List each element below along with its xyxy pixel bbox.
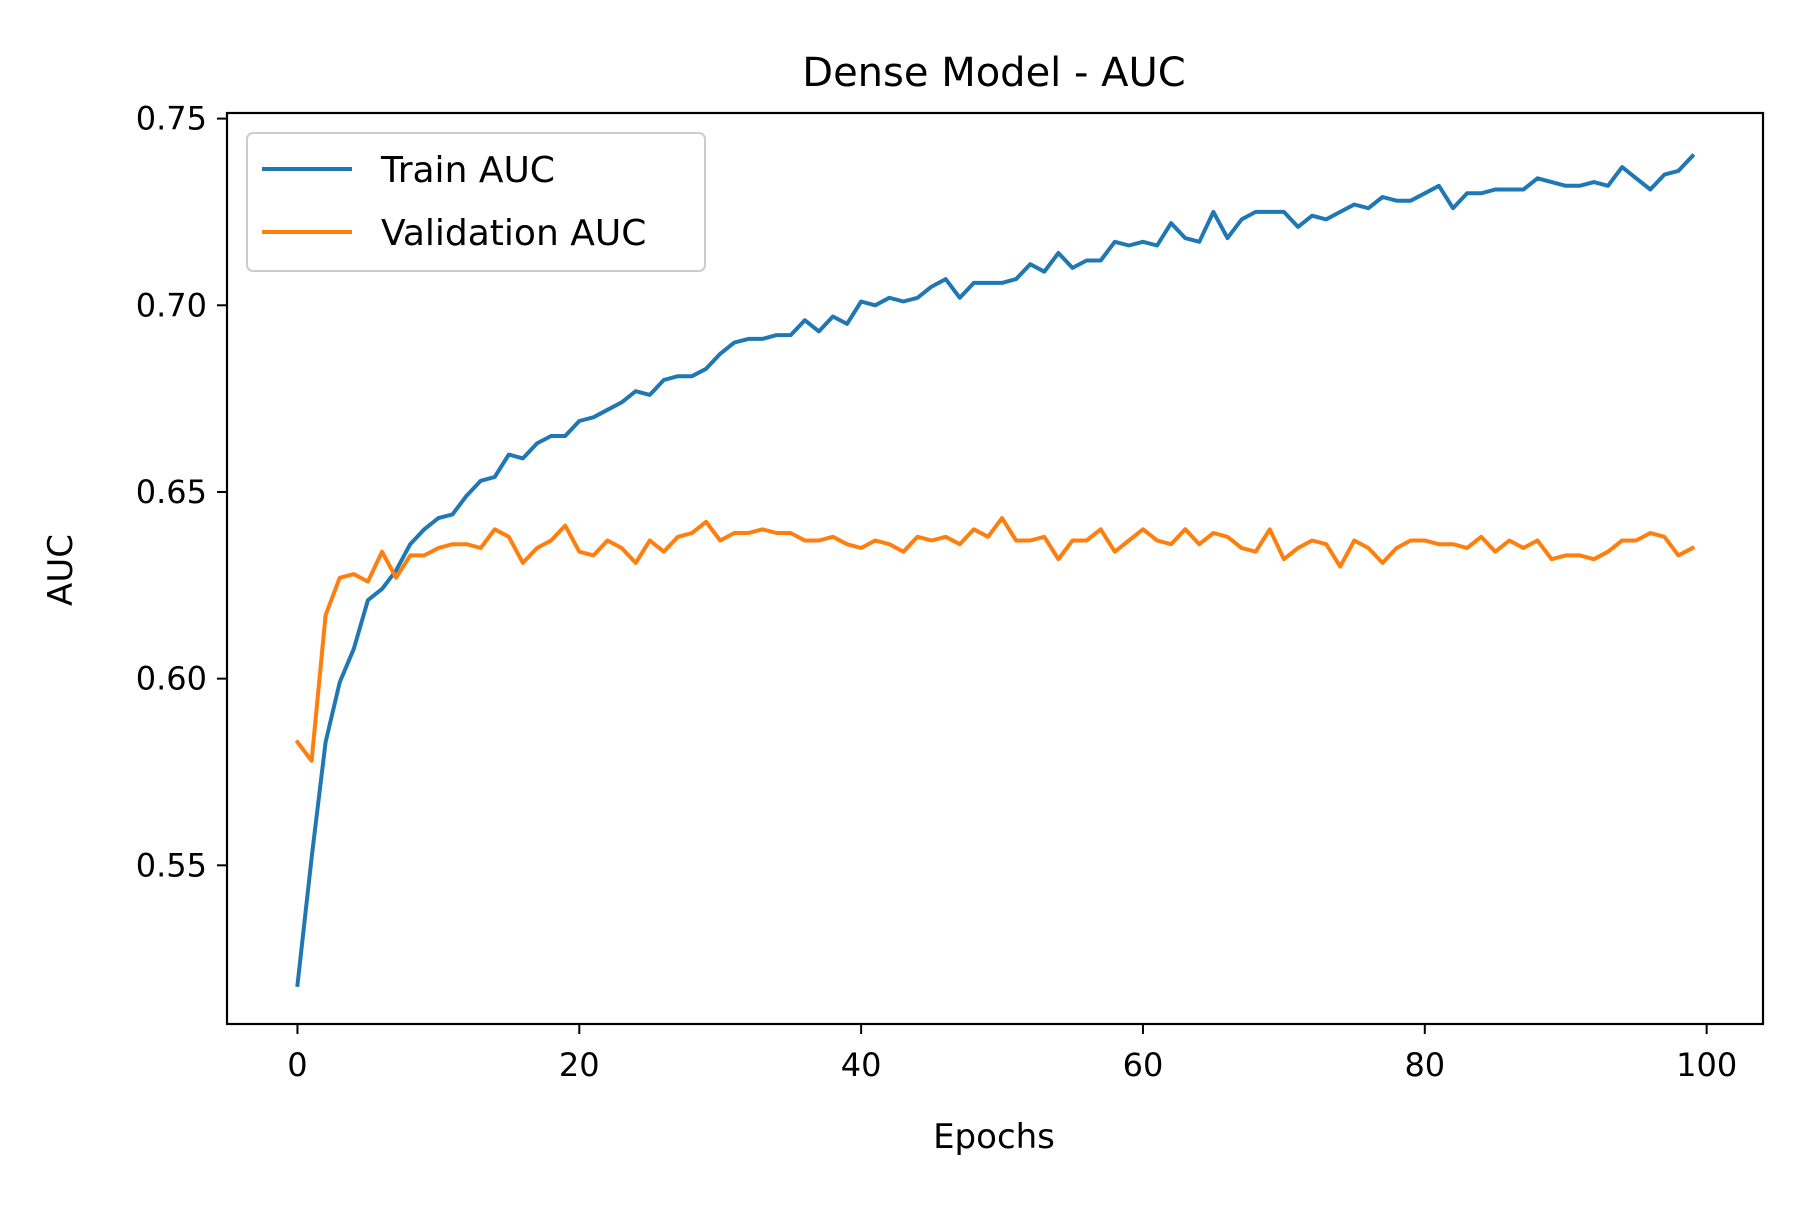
legend-box [246, 132, 706, 272]
series-line-train-auc [295, 153, 1696, 988]
y-tick-label: 0.60 [136, 660, 207, 698]
y-axis-label: AUC [41, 534, 81, 606]
legend: Train AUC Validation AUC [246, 132, 706, 272]
y-axis-ticks: 0.55 0.60 0.65 0.70 0.75 [136, 100, 227, 884]
y-tick-label: 0.55 [136, 846, 207, 884]
plot-area [294, 153, 1696, 988]
x-tick-label: 60 [1123, 1046, 1164, 1084]
y-tick-label: 0.70 [136, 286, 207, 324]
series-line-validation-auc [294, 516, 1696, 763]
x-tick-label: 40 [841, 1046, 882, 1084]
chart-title: Dense Model - AUC [802, 50, 1185, 96]
x-tick-label: 80 [1404, 1046, 1445, 1084]
y-tick-label: 0.65 [136, 473, 207, 511]
y-tick-label: 0.75 [136, 100, 207, 138]
legend-label-validation-auc: Validation AUC [381, 213, 646, 254]
x-tick-label: 0 [287, 1046, 307, 1084]
x-tick-label: 100 [1676, 1046, 1737, 1084]
x-axis-ticks: 0 20 40 60 80 100 [287, 1024, 1737, 1084]
x-tick-label: 20 [559, 1046, 600, 1084]
x-axis-label: Epochs [933, 1117, 1055, 1157]
legend-label-train-auc: Train AUC [380, 150, 555, 191]
axes-frame [225, 111, 1765, 1026]
